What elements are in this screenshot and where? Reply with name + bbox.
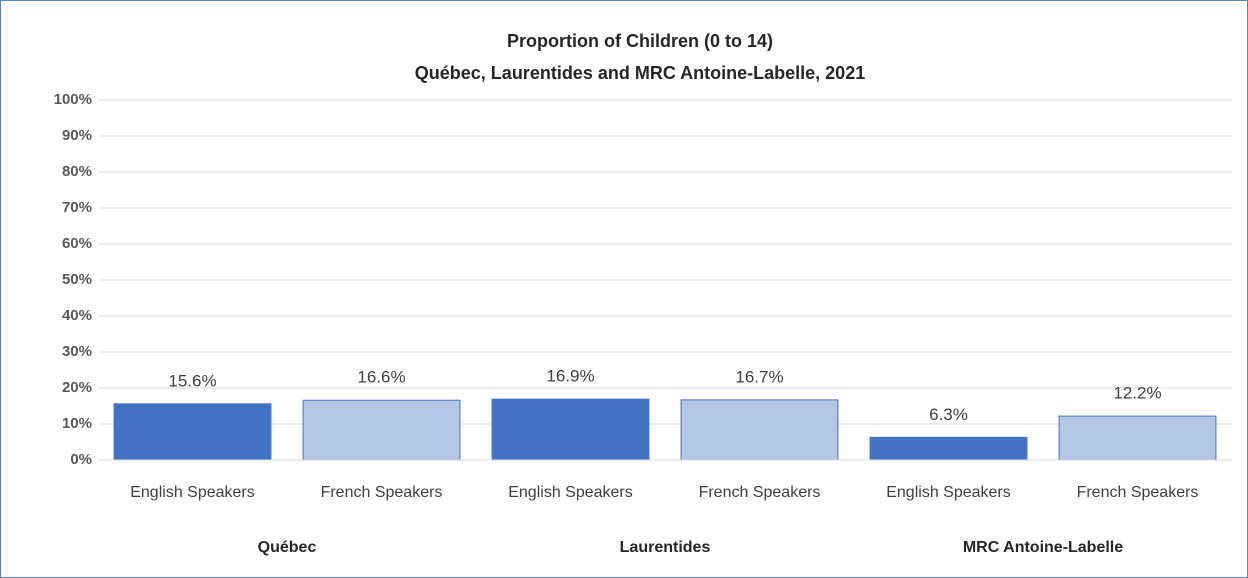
value-label: 12.2%	[1113, 384, 1161, 403]
y-tick-label: 90%	[62, 127, 92, 144]
x-tick-label: French Speakers	[1077, 484, 1199, 501]
y-tick-label: 50%	[62, 271, 92, 288]
x-tick-label: French Speakers	[321, 484, 443, 501]
y-tick-label: 40%	[62, 307, 92, 324]
value-label: 6.3%	[929, 405, 968, 424]
bar	[302, 399, 461, 461]
y-tick-label: 60%	[62, 235, 92, 252]
y-tick-label: 20%	[62, 379, 92, 396]
y-tick-label: 10%	[62, 415, 92, 432]
group-label: Laurentides	[620, 539, 711, 556]
bar	[113, 403, 272, 461]
bar	[1058, 415, 1217, 461]
y-tick-label: 30%	[62, 343, 92, 360]
value-label: 15.6%	[168, 371, 216, 390]
x-tick-label: English Speakers	[508, 484, 633, 501]
y-tick-label: 100%	[54, 91, 92, 108]
x-tick-label: English Speakers	[130, 484, 255, 501]
bar	[680, 399, 839, 461]
y-tick-label: 70%	[62, 199, 92, 216]
chart-subtitle: Québec, Laurentides and MRC Antoine-Labe…	[415, 63, 865, 83]
chart-title: Proportion of Children (0 to 14)	[507, 31, 773, 51]
y-tick-label: 0%	[70, 451, 92, 468]
group-label: MRC Antoine-Labelle	[963, 539, 1123, 556]
x-tick-label: French Speakers	[699, 484, 821, 501]
value-label: 16.7%	[735, 367, 783, 386]
value-label: 16.6%	[357, 368, 405, 387]
y-tick-label: 80%	[62, 163, 92, 180]
bar	[491, 398, 650, 461]
group-label: Québec	[258, 539, 317, 556]
bar	[869, 436, 1028, 461]
x-tick-label: English Speakers	[886, 484, 1011, 501]
value-label: 16.9%	[546, 367, 594, 386]
